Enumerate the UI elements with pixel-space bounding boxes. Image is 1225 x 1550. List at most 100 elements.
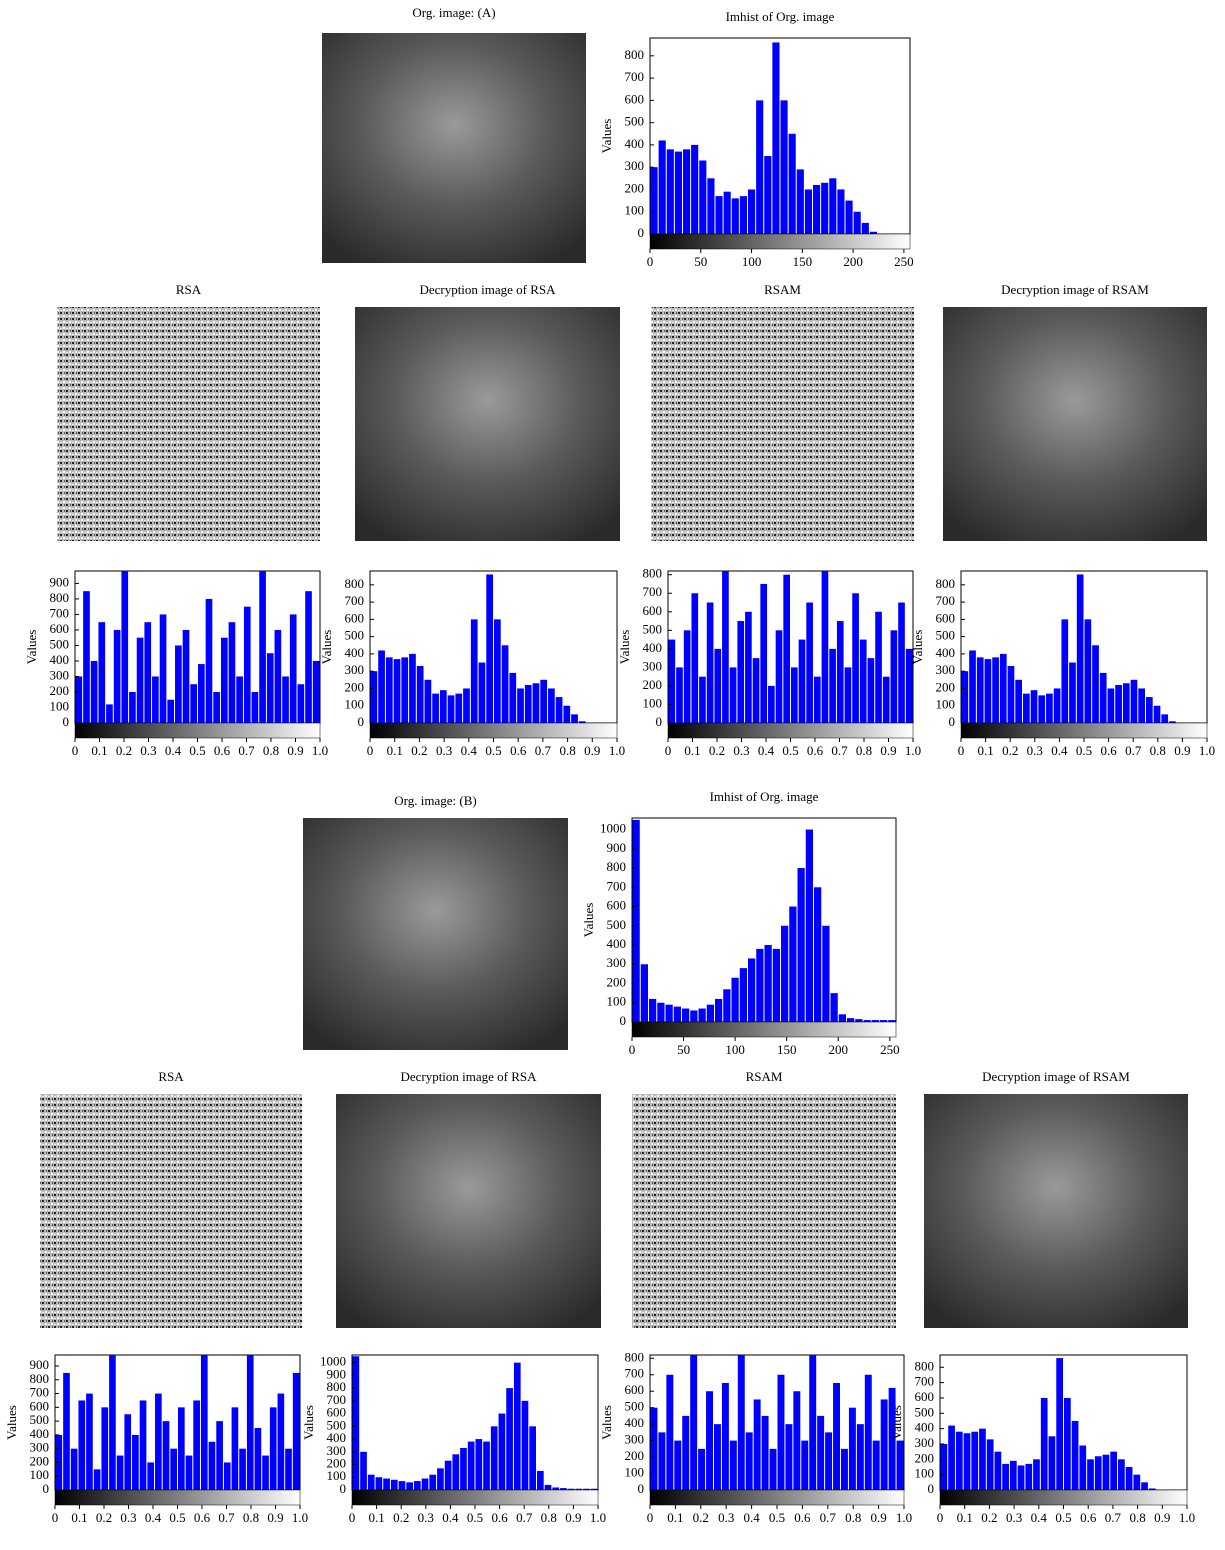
- bar: [1040, 1397, 1048, 1490]
- y-tick-label: 900: [30, 1357, 50, 1372]
- x-tick-label: 0.3: [436, 743, 452, 758]
- x-tick-label: 0: [958, 743, 965, 758]
- x-tick-label: 0.5: [782, 743, 798, 758]
- bar: [668, 639, 676, 723]
- bar: [383, 1478, 390, 1490]
- bar: [390, 1479, 398, 1490]
- bar: [880, 1020, 888, 1022]
- bar: [721, 1382, 729, 1490]
- bar: [821, 182, 829, 234]
- y-tick-label: 500: [327, 1417, 347, 1432]
- bar: [139, 1400, 147, 1490]
- bar: [1102, 1454, 1110, 1490]
- y-tick-label: 0: [638, 1481, 645, 1496]
- x-tick-label: 0.3: [140, 743, 156, 758]
- x-tick-label: 0.8: [845, 1510, 861, 1525]
- bar: [838, 1014, 846, 1022]
- bar: [861, 222, 869, 234]
- y-axis-label: Values: [599, 119, 614, 154]
- y-tick-label: 400: [327, 1430, 347, 1445]
- colorbar: [939, 1489, 1188, 1506]
- x-tick-label: 0.2: [96, 1510, 112, 1525]
- y-tick-label: 1000: [600, 821, 626, 836]
- bar: [259, 571, 266, 723]
- x-tick-label: 0.8: [243, 1510, 259, 1525]
- image: [40, 1094, 302, 1328]
- bar: [805, 829, 813, 1022]
- y-tick-label: 400: [625, 1415, 645, 1430]
- y-tick-label: 0: [63, 714, 70, 729]
- bar: [847, 1018, 855, 1022]
- bar: [871, 1020, 879, 1022]
- colorbar: [369, 722, 618, 739]
- bar: [262, 1455, 269, 1490]
- bar: [833, 1382, 840, 1490]
- x-tick-label: 0.9: [1174, 743, 1190, 758]
- bar: [801, 1440, 809, 1490]
- bar: [578, 721, 586, 723]
- bar: [715, 196, 723, 234]
- bar: [793, 1391, 801, 1490]
- x-tick-label: 0.3: [418, 1510, 434, 1525]
- bar: [1048, 1436, 1056, 1490]
- bar: [1161, 714, 1169, 723]
- image-title: Decryption image of RSAM: [1001, 282, 1149, 297]
- y-tick-label: 300: [607, 955, 627, 970]
- bar: [1146, 697, 1153, 723]
- bar: [761, 1415, 769, 1490]
- bar: [1046, 693, 1053, 723]
- bar: [136, 637, 144, 723]
- y-tick-label: 300: [327, 1443, 347, 1458]
- y-tick-label: 200: [345, 679, 365, 694]
- bar: [650, 167, 658, 234]
- y-tick-label: 200: [30, 1453, 50, 1468]
- bar: [809, 1355, 817, 1490]
- bar: [1007, 666, 1015, 723]
- x-tick-label: 0.3: [1006, 1510, 1022, 1525]
- bar: [282, 676, 289, 723]
- y-tick-label: 100: [915, 1466, 935, 1481]
- bar: [540, 679, 548, 723]
- bar: [806, 602, 813, 723]
- y-tick-label: 100: [936, 697, 956, 712]
- bar: [193, 1400, 200, 1490]
- y-tick-label: 400: [50, 652, 70, 667]
- bar: [560, 1488, 567, 1490]
- y-axis-label: Values: [24, 630, 39, 665]
- bar: [1033, 1459, 1040, 1490]
- bar: [239, 1448, 246, 1490]
- x-tick-label: 0.5: [467, 1510, 483, 1525]
- x-tick-label: 0.1: [977, 743, 993, 758]
- bar: [1056, 1358, 1063, 1490]
- bar: [109, 1355, 116, 1490]
- x-tick-label: 150: [793, 254, 813, 269]
- bar: [955, 1431, 963, 1490]
- bar: [1153, 705, 1161, 723]
- bar: [167, 699, 175, 723]
- bar: [714, 1424, 721, 1490]
- y-tick-label: 0: [656, 714, 663, 729]
- y-tick-label: 600: [30, 1398, 50, 1413]
- bar: [243, 606, 251, 723]
- bar: [236, 676, 243, 723]
- bar: [277, 1393, 285, 1490]
- x-tick-label: 0.9: [565, 1510, 581, 1525]
- bar: [552, 1487, 560, 1490]
- y-tick-label: 800: [607, 859, 627, 874]
- y-tick-label: 700: [915, 1374, 935, 1389]
- bar: [447, 695, 455, 723]
- bar: [124, 1414, 132, 1490]
- image-title: RSA: [158, 1069, 184, 1084]
- y-tick-label: 700: [607, 878, 627, 893]
- bar: [723, 191, 731, 234]
- x-tick-label: 1.0: [590, 1510, 606, 1525]
- bar: [853, 211, 861, 234]
- bar: [674, 151, 682, 234]
- bar: [764, 156, 772, 234]
- bar: [75, 676, 83, 723]
- bar: [254, 1428, 262, 1490]
- y-tick-label: 800: [345, 576, 365, 591]
- bar: [439, 690, 447, 723]
- x-tick-label: 0.1: [667, 1510, 683, 1525]
